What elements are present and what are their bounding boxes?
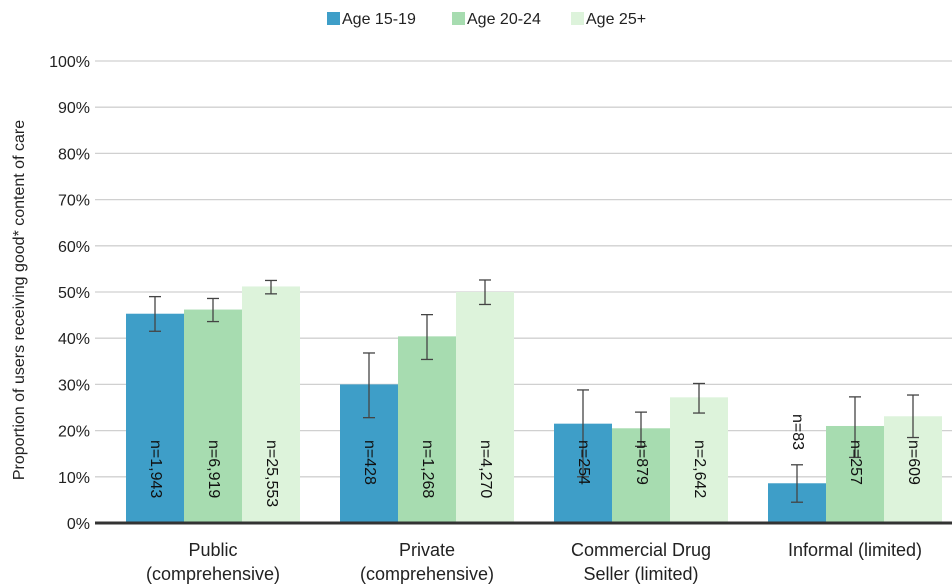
bar — [670, 397, 728, 523]
sample-size-label: n=428 — [361, 440, 378, 485]
y-tick-label: 60% — [58, 239, 90, 256]
bar — [456, 292, 514, 523]
y-axis-ticks: 0% 10% 20% 30% 40% 50% 60% 70% 80% 90% 100% — [49, 54, 90, 533]
error-bars — [149, 279, 919, 503]
y-axis-title: Proportion of users receiving good* cont… — [11, 120, 28, 480]
legend-label: Age 25+ — [586, 11, 646, 28]
sample-size-label: n=257 — [847, 440, 864, 485]
category-label: (comprehensive) — [360, 564, 494, 584]
y-tick-label: 0% — [67, 516, 90, 533]
legend-swatch — [327, 12, 340, 25]
sample-size-label: n=4,270 — [477, 440, 494, 498]
y-tick-label: 40% — [58, 331, 90, 348]
category-label: Public — [188, 540, 237, 560]
sample-size-label: n=1,943 — [147, 440, 164, 498]
legend-label: Age 20-24 — [467, 11, 541, 28]
bar — [398, 336, 456, 523]
sample-size-label: n=6,919 — [205, 440, 222, 498]
category-label: Commercial Drug — [571, 540, 711, 560]
sample-size-label: n=83 — [789, 414, 806, 450]
sample-size-label: n=879 — [633, 440, 650, 485]
bar — [126, 313, 184, 523]
y-tick-label: 20% — [58, 424, 90, 441]
sample-size-labels: n=1,943 n=6,919 n=25,553 n=428 n=1,268 n=4,27… — [147, 414, 922, 507]
y-tick-label: 80% — [58, 146, 90, 163]
sample-size-label: n=1,268 — [419, 440, 436, 498]
sample-size-label: n=609 — [905, 440, 922, 485]
y-tick-label: 50% — [58, 285, 90, 302]
category-label: (comprehensive) — [146, 564, 280, 584]
legend-label: Age 15-19 — [342, 11, 416, 28]
bar — [242, 286, 300, 523]
sample-size-label: n=25,553 — [263, 440, 280, 507]
y-tick-label: 70% — [58, 193, 90, 210]
bars — [126, 286, 942, 523]
category-label: Seller (limited) — [583, 564, 698, 584]
sample-size-label: n=254 — [575, 440, 592, 485]
bar — [184, 309, 242, 523]
legend-swatch — [571, 12, 584, 25]
legend-swatch — [452, 12, 465, 25]
sample-size-label: n=2,642 — [691, 440, 708, 498]
y-tick-label: 10% — [58, 470, 90, 487]
category-labels: Public (comprehensive) Private (comprehensi… — [146, 540, 922, 584]
legend: Age 15-19 Age 20-24 Age 25+ — [327, 11, 646, 28]
y-tick-label: 30% — [58, 377, 90, 394]
category-label: Informal (limited) — [788, 540, 922, 560]
category-label: Private — [399, 540, 455, 560]
y-tick-label: 90% — [58, 100, 90, 117]
y-tick-label: 100% — [49, 54, 90, 71]
